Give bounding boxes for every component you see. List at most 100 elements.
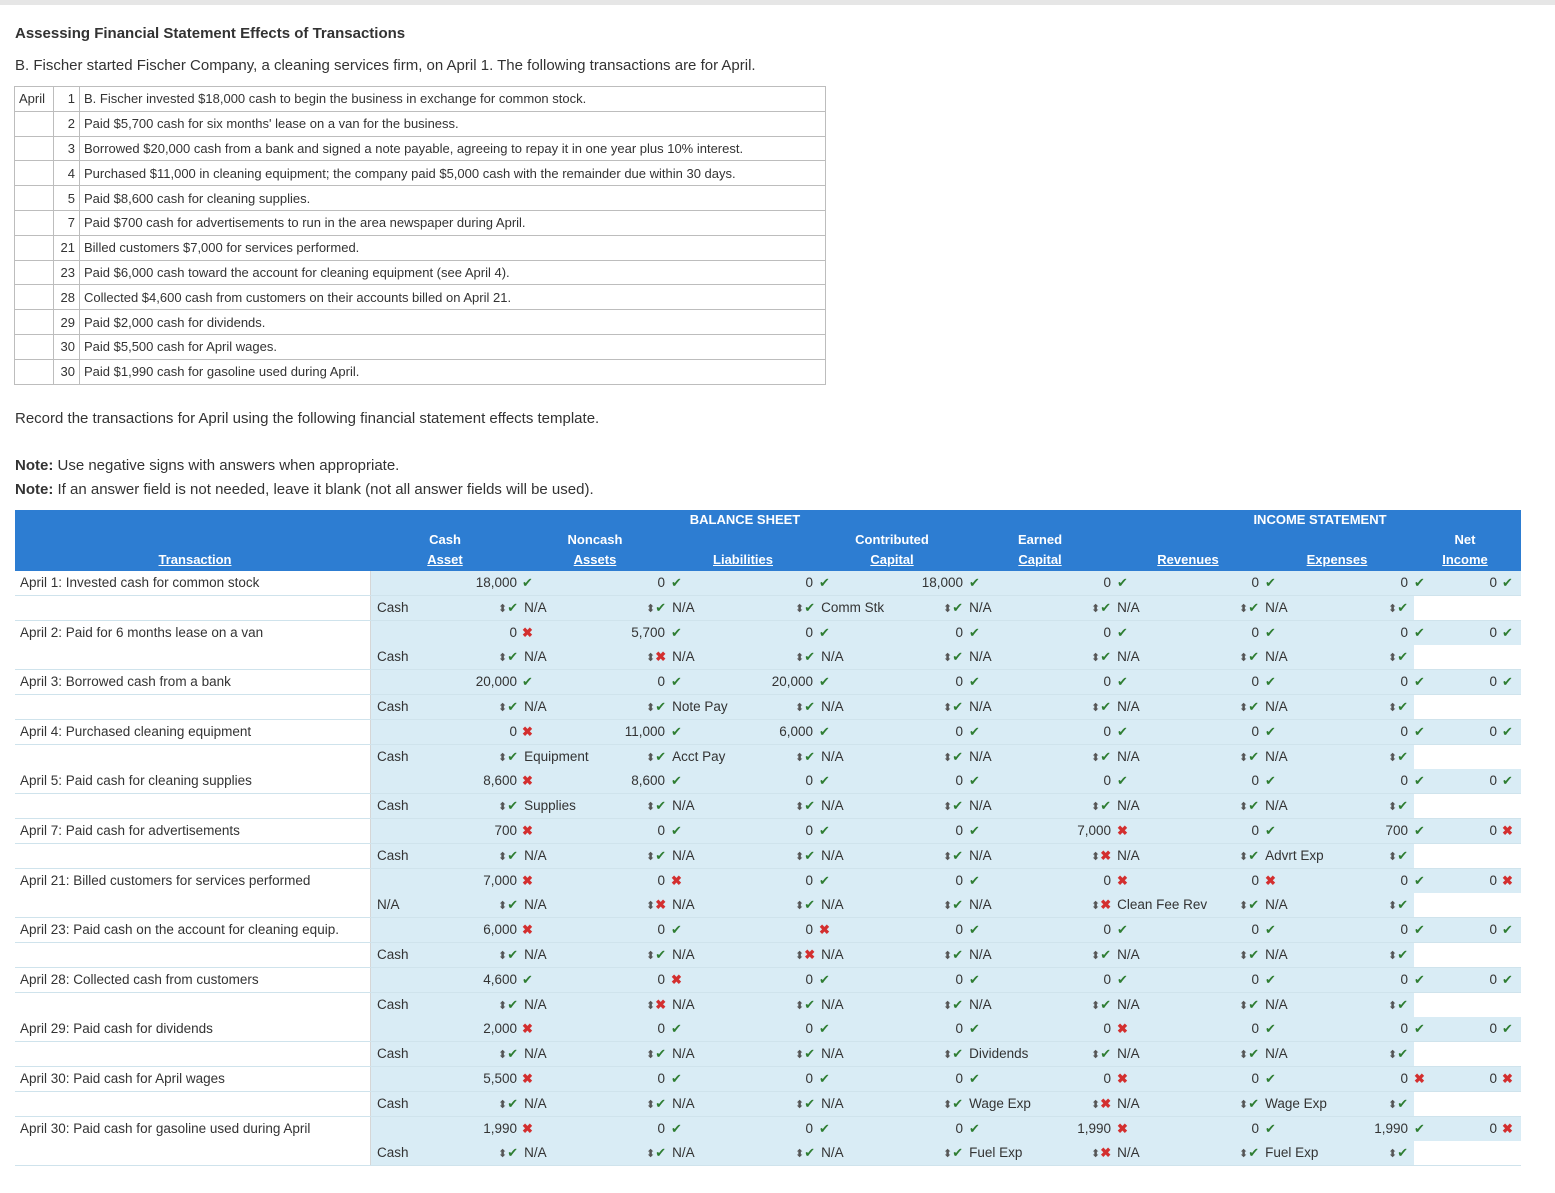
- account-select[interactable]: ⬍✔ N/A: [646, 794, 695, 818]
- account-select[interactable]: ⬍✔ N/A: [498, 893, 547, 917]
- account-select[interactable]: ⬍✔: [1388, 844, 1414, 868]
- account-select[interactable]: ⬍✔ N/A: [795, 844, 844, 868]
- account-select[interactable]: ⬍✔: [1388, 596, 1414, 620]
- account-select[interactable]: ⬍✔ N/A: [1091, 993, 1140, 1017]
- net-income-cell[interactable]: [1414, 918, 1521, 943]
- account-select[interactable]: ⬍✔ N/A: [1239, 794, 1288, 818]
- account-select[interactable]: ⬍✔ N/A: [943, 893, 992, 917]
- net-income-field[interactable]: 0: [1489, 1071, 1497, 1086]
- account-select[interactable]: ⬍✔ Equipment: [498, 745, 589, 769]
- net-income-field[interactable]: 0: [1489, 624, 1497, 640]
- account-select[interactable]: ⬍✔ N/A: [498, 1042, 547, 1066]
- account-select[interactable]: ⬍✔ Acct Pay: [646, 745, 725, 769]
- amount-field[interactable]: 0: [805, 1071, 813, 1086]
- amount-field[interactable]: 0: [1251, 1021, 1259, 1037]
- account-select[interactable]: ⬍✔ Fuel Exp: [943, 1141, 1022, 1165]
- amount-field[interactable]: 0: [1103, 1021, 1111, 1037]
- cash-account-select[interactable]: Cash: [377, 1095, 409, 1111]
- account-select[interactable]: ⬍✔ N/A: [795, 695, 844, 719]
- amount-field[interactable]: 0: [955, 971, 963, 987]
- amount-field[interactable]: 0: [805, 1120, 813, 1136]
- account-select[interactable]: ⬍✖ N/A: [646, 645, 695, 669]
- amount-field[interactable]: 0: [805, 624, 813, 640]
- account-select[interactable]: ⬍✔: [1388, 943, 1414, 967]
- account-select[interactable]: ⬍✔: [1388, 1141, 1414, 1165]
- amount-field[interactable]: 0: [1103, 872, 1111, 888]
- account-select[interactable]: ⬍✖ N/A: [1091, 1141, 1140, 1165]
- net-income-cell[interactable]: [1414, 819, 1521, 843]
- amount-field[interactable]: 0: [1103, 723, 1111, 739]
- amount-field[interactable]: 0: [657, 1120, 665, 1136]
- amount-field[interactable]: 0: [1400, 1021, 1408, 1037]
- cash-account-select[interactable]: Cash: [377, 599, 409, 615]
- account-select[interactable]: ⬍✔: [1388, 645, 1414, 669]
- account-select[interactable]: ⬍✔ Wage Exp: [943, 1092, 1031, 1116]
- amount-field[interactable]: 0: [1103, 624, 1111, 640]
- amount-field[interactable]: 0: [657, 922, 665, 938]
- amount-field[interactable]: 20,000: [475, 674, 517, 690]
- account-select[interactable]: ⬍✔ Note Pay: [646, 695, 728, 719]
- amount-field[interactable]: 0: [1251, 773, 1259, 789]
- amount-field[interactable]: 1,990: [483, 1120, 517, 1136]
- amount-field[interactable]: 18,000: [475, 575, 517, 590]
- account-select[interactable]: ⬍✔: [1388, 1042, 1414, 1066]
- account-select[interactable]: ⬍✔ N/A: [498, 1092, 547, 1116]
- amount-field[interactable]: 0: [1103, 575, 1111, 590]
- net-income-cell[interactable]: [1414, 967, 1521, 992]
- amount-field[interactable]: 0: [955, 1021, 963, 1037]
- net-income-cell[interactable]: [1414, 719, 1521, 744]
- account-select[interactable]: ⬍✔ N/A: [1239, 893, 1288, 917]
- net-income-field[interactable]: 0: [1489, 674, 1497, 690]
- account-select[interactable]: ⬍✔ N/A: [943, 596, 992, 620]
- amount-field[interactable]: 0: [1400, 922, 1408, 938]
- amount-field[interactable]: 0: [1251, 823, 1259, 838]
- amount-field[interactable]: 0: [805, 922, 813, 938]
- amount-field[interactable]: 0: [1251, 922, 1259, 938]
- amount-field[interactable]: 0: [1251, 971, 1259, 987]
- amount-field[interactable]: 0: [1400, 575, 1408, 590]
- amount-field[interactable]: 0: [1103, 773, 1111, 789]
- amount-field[interactable]: 0: [657, 1021, 665, 1037]
- amount-field[interactable]: 7,000: [1077, 823, 1111, 838]
- amount-field[interactable]: 1,990: [1374, 1120, 1408, 1136]
- amount-field[interactable]: 0: [1400, 674, 1408, 690]
- account-select[interactable]: ⬍✔ N/A: [498, 645, 547, 669]
- amount-field[interactable]: 0: [1400, 773, 1408, 789]
- amount-field[interactable]: 5,700: [631, 624, 665, 640]
- amount-field[interactable]: 0: [955, 773, 963, 789]
- amount-field[interactable]: 0: [955, 823, 963, 838]
- amount-field[interactable]: 0: [1251, 872, 1259, 888]
- cash-account-select[interactable]: Cash: [377, 996, 409, 1012]
- account-select[interactable]: ⬍✔ N/A: [498, 844, 547, 868]
- amount-field[interactable]: 5,500: [483, 1071, 517, 1086]
- account-select[interactable]: ⬍✔ N/A: [1239, 596, 1288, 620]
- amount-field[interactable]: 0: [955, 624, 963, 640]
- account-select[interactable]: ⬍✔ N/A: [1091, 745, 1140, 769]
- amount-field[interactable]: 0: [1103, 1071, 1111, 1086]
- account-select[interactable]: ⬍✔ N/A: [943, 745, 992, 769]
- account-select[interactable]: ⬍✔ N/A: [1239, 1042, 1288, 1066]
- cash-account-select[interactable]: Cash: [377, 1046, 409, 1062]
- amount-field[interactable]: 0: [955, 872, 963, 888]
- account-select[interactable]: ⬍✔ N/A: [943, 844, 992, 868]
- amount-field[interactable]: 0: [1251, 723, 1259, 739]
- account-select[interactable]: ⬍✔ N/A: [646, 1141, 695, 1165]
- amount-field[interactable]: 0: [509, 624, 517, 640]
- account-select[interactable]: ⬍✔ N/A: [795, 745, 844, 769]
- account-select[interactable]: ⬍✔: [1388, 1092, 1414, 1116]
- net-income-cell[interactable]: [1414, 868, 1521, 893]
- amount-field[interactable]: 6,000: [779, 723, 813, 739]
- amount-field[interactable]: 0: [509, 723, 517, 739]
- cash-account-select[interactable]: Cash: [377, 947, 409, 962]
- account-select[interactable]: ⬍✔ N/A: [795, 794, 844, 818]
- account-select[interactable]: ⬍✔ Comm Stk: [795, 596, 884, 620]
- net-income-cell[interactable]: [1414, 769, 1521, 794]
- account-select[interactable]: ⬍✖ Clean Fee Rev: [1091, 893, 1207, 917]
- amount-field[interactable]: 700: [494, 823, 517, 838]
- account-select[interactable]: ⬍✔ N/A: [1239, 943, 1288, 967]
- account-select[interactable]: ⬍✔ N/A: [795, 645, 844, 669]
- cash-account-select[interactable]: Cash: [377, 649, 409, 665]
- account-select[interactable]: ⬍✖ N/A: [1091, 844, 1140, 868]
- net-income-cell[interactable]: [1414, 1017, 1521, 1042]
- account-select[interactable]: ⬍✔ N/A: [498, 993, 547, 1017]
